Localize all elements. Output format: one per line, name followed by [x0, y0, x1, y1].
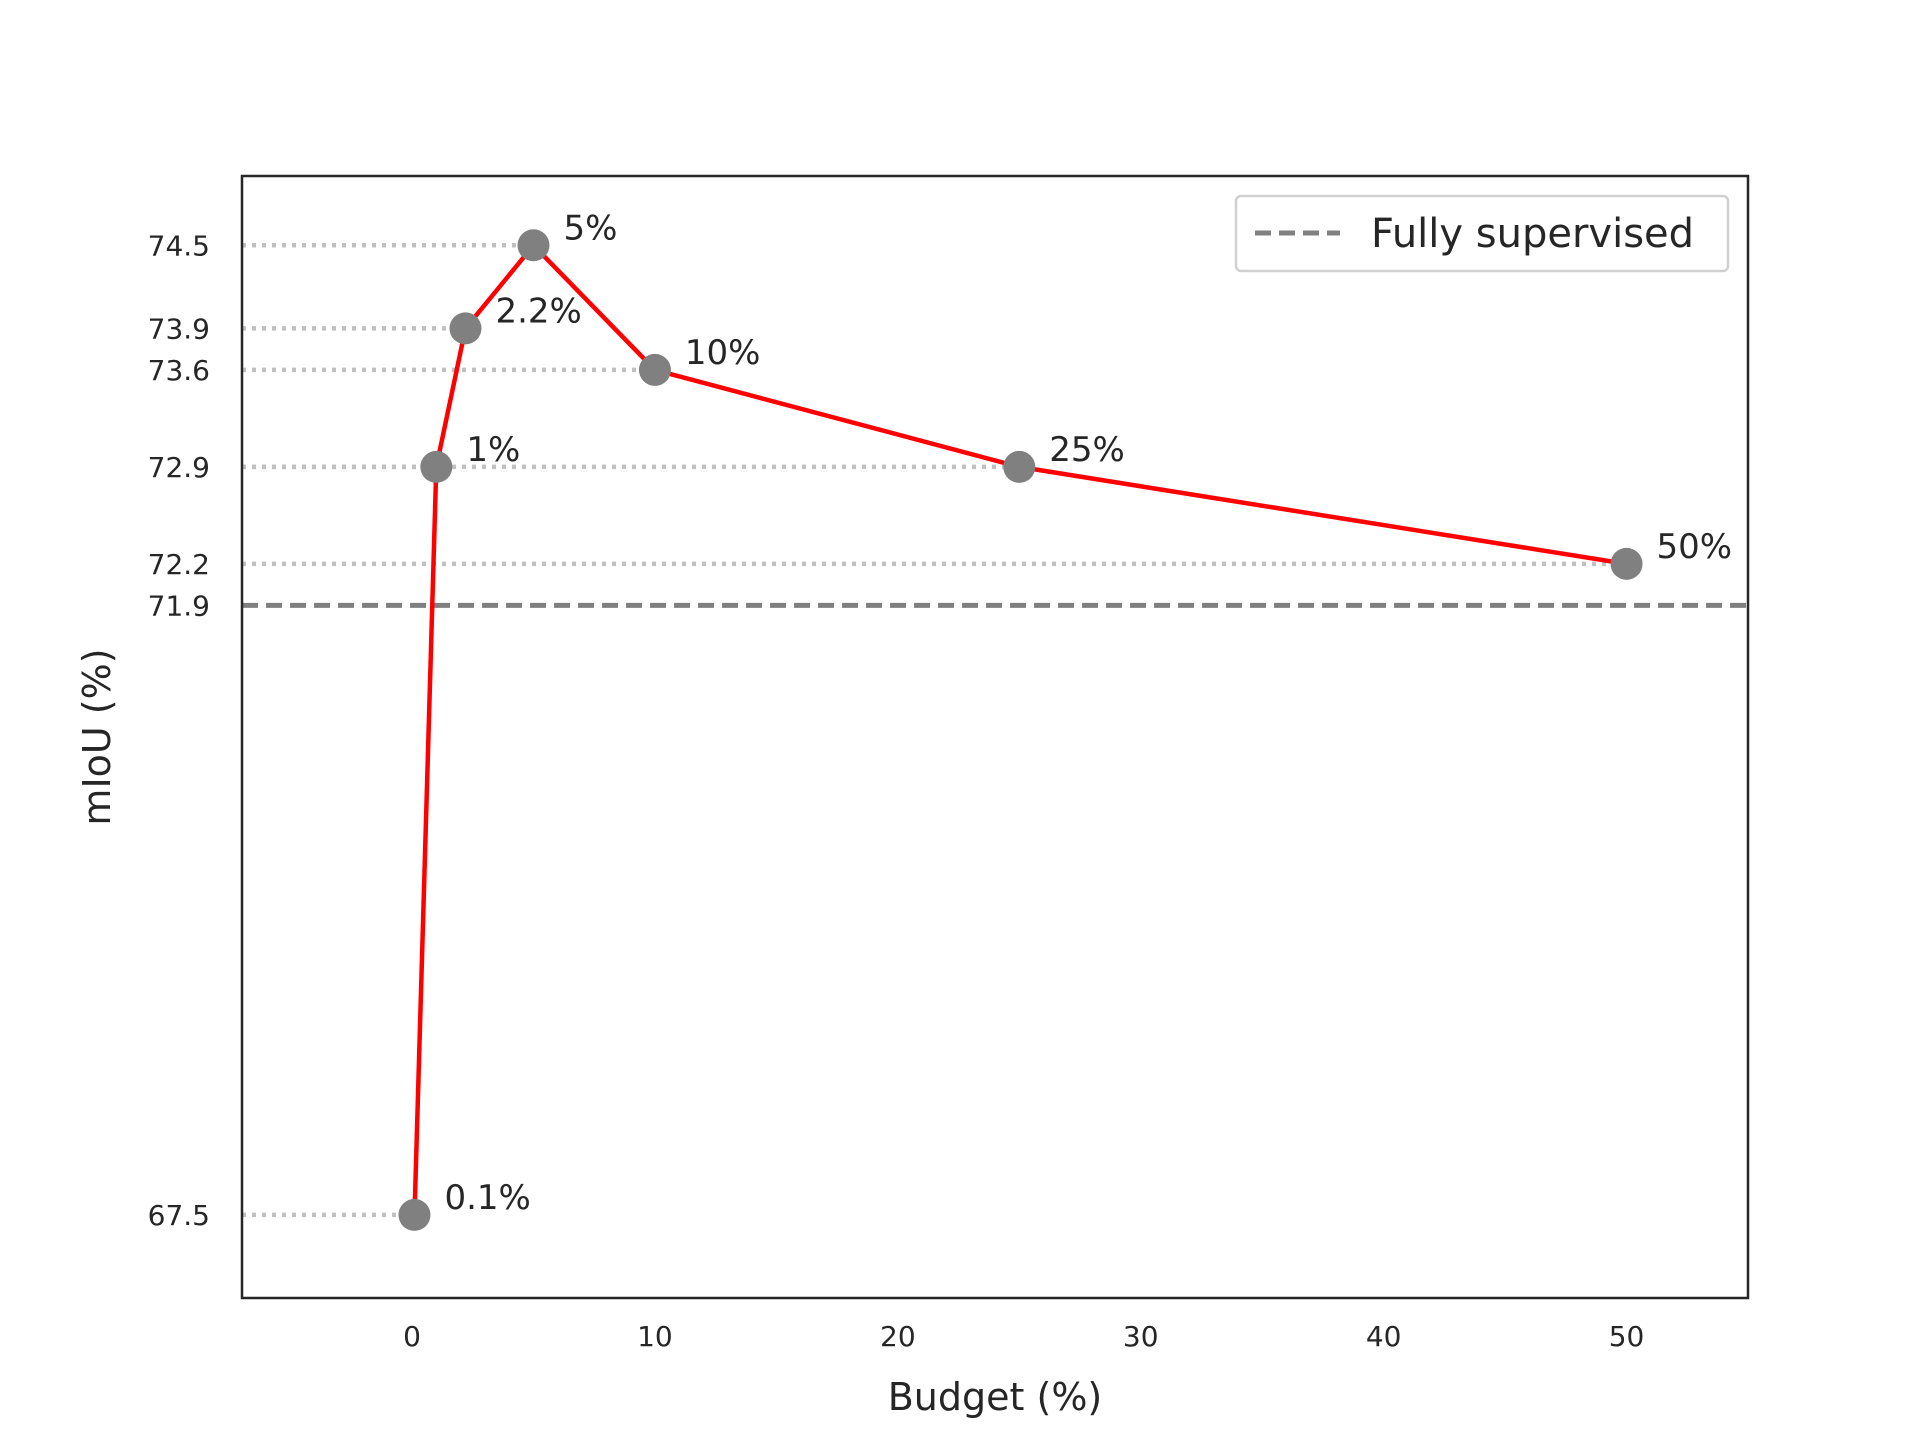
x-axis-ticks: 0 10 20 30 40 50: [403, 1320, 1644, 1353]
x-tick-label: 10: [637, 1320, 673, 1353]
x-tick-label: 30: [1123, 1320, 1159, 1353]
plot-frame: [240, 174, 1750, 1300]
y-tick-label: 72.2: [148, 548, 210, 581]
data-point: [449, 312, 482, 345]
y-tick-label: 72.9: [148, 451, 210, 484]
data-point: [638, 353, 671, 386]
point-label: 5%: [563, 208, 617, 248]
point-labels: 0.1% 1% 2.2% 5% 10% 25% 50%: [444, 208, 1732, 1218]
point-label: 50%: [1657, 527, 1733, 567]
data-series: [398, 229, 1643, 1231]
data-point: [1610, 547, 1643, 580]
y-tick-label: 73.6: [148, 354, 210, 387]
y-axis-ticks: 67.5 71.9 72.2 72.9 73.6 73.9 74.5: [148, 229, 210, 1232]
point-label: 25%: [1049, 430, 1125, 470]
x-tick-label: 50: [1609, 1320, 1645, 1353]
data-point: [517, 229, 550, 262]
y-tick-label: 73.9: [148, 312, 210, 345]
x-tick-label: 0: [403, 1320, 421, 1353]
x-axis-label: Budget (%): [888, 1375, 1103, 1419]
legend-label: Fully supervised: [1371, 211, 1694, 257]
y-tick-label: 67.5: [148, 1199, 210, 1232]
data-point: [398, 1198, 431, 1231]
legend-box: [1234, 194, 1730, 273]
y-tick-label: 71.9: [148, 589, 210, 622]
point-label: 1%: [466, 430, 520, 470]
y-axis-label: mIoU (%): [75, 648, 119, 825]
y-tick-label: 74.5: [148, 229, 210, 262]
data-point: [420, 450, 453, 483]
point-label: 0.1%: [444, 1178, 530, 1218]
legend: Fully supervised: [1234, 194, 1730, 273]
x-tick-label: 20: [880, 1320, 916, 1353]
x-tick-label: 40: [1366, 1320, 1402, 1353]
point-label: 2.2%: [495, 291, 581, 331]
guide-lines: [242, 243, 1627, 1218]
data-point: [1003, 450, 1036, 483]
point-label: 10%: [685, 333, 761, 373]
